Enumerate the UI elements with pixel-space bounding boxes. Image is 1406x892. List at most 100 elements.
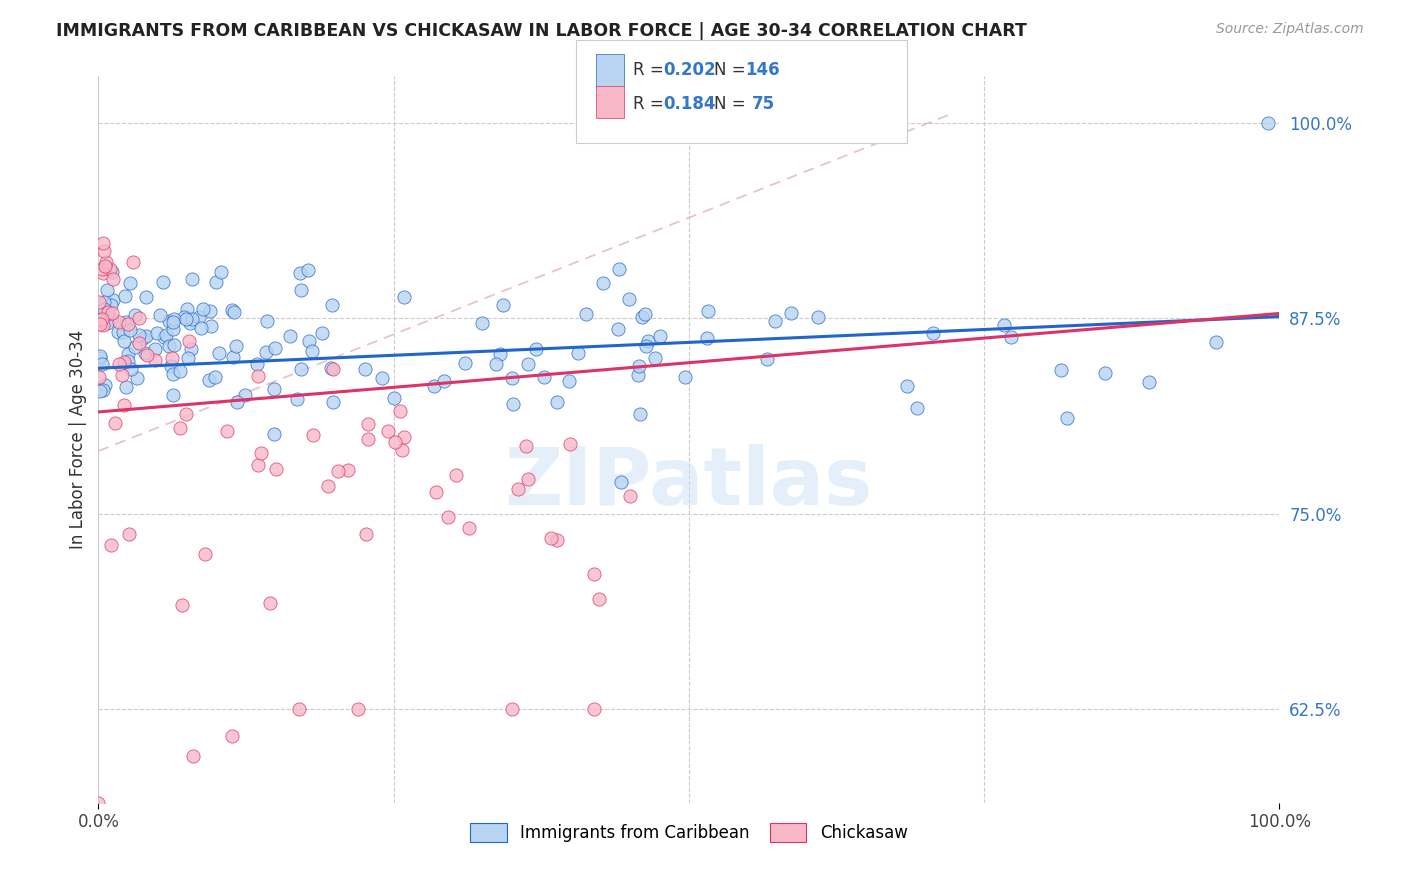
Point — [298, 334, 321, 348]
Point — [89, 313, 111, 327]
Point — [181, 272, 204, 286]
Point — [337, 462, 360, 476]
Point — [101, 272, 124, 286]
Point — [89, 349, 111, 363]
Point — [94, 259, 117, 273]
Point — [226, 395, 249, 409]
Point — [634, 307, 657, 321]
Point — [198, 373, 221, 387]
Point — [176, 301, 198, 316]
Point — [301, 343, 323, 358]
Point — [628, 359, 651, 373]
Point — [111, 325, 134, 339]
Point — [634, 339, 657, 353]
Point — [501, 702, 523, 716]
Point — [198, 303, 221, 318]
Text: 75: 75 — [752, 95, 775, 113]
Point — [209, 265, 232, 279]
Point — [100, 298, 122, 312]
Point — [222, 350, 245, 364]
Point — [588, 592, 610, 607]
Point — [696, 331, 718, 345]
Point — [567, 346, 589, 360]
Point — [502, 397, 524, 411]
Point — [288, 266, 311, 280]
Point — [169, 421, 191, 435]
Point — [114, 314, 136, 328]
Text: N =: N = — [714, 62, 751, 79]
Point — [259, 597, 281, 611]
Point — [217, 424, 239, 438]
Point — [104, 416, 127, 430]
Point — [583, 566, 606, 581]
Point — [221, 729, 243, 743]
Point — [357, 417, 380, 431]
Text: R =: R = — [633, 95, 669, 113]
Point — [128, 311, 150, 326]
Point — [763, 314, 786, 328]
Point — [180, 342, 202, 356]
Point — [610, 475, 633, 490]
Point — [162, 368, 184, 382]
Point — [174, 407, 197, 421]
Point — [501, 370, 523, 384]
Point — [122, 255, 145, 269]
Point — [485, 357, 508, 371]
Point — [905, 401, 928, 415]
Point — [135, 348, 157, 362]
Point — [117, 354, 139, 368]
Point — [89, 384, 111, 399]
Point — [1000, 330, 1022, 344]
Point — [179, 316, 201, 330]
Point — [188, 310, 211, 324]
Point — [1050, 362, 1073, 376]
Point — [384, 435, 406, 450]
Point — [112, 334, 135, 348]
Point — [155, 328, 177, 343]
Point — [145, 342, 167, 356]
Point — [546, 533, 568, 548]
Point — [204, 370, 226, 384]
Point — [94, 255, 117, 269]
Point — [163, 338, 186, 352]
Point — [290, 283, 312, 297]
Point — [118, 527, 141, 541]
Point — [444, 467, 467, 482]
Point — [225, 339, 247, 353]
Point — [108, 315, 131, 329]
Point — [508, 482, 530, 496]
Point — [152, 275, 174, 289]
Point — [96, 283, 118, 297]
Point — [120, 277, 142, 291]
Point — [172, 599, 194, 613]
Point — [382, 391, 405, 405]
Point — [264, 461, 287, 475]
Point — [114, 380, 136, 394]
Point — [146, 326, 169, 340]
Point — [181, 748, 204, 763]
Point — [278, 329, 301, 343]
Point — [114, 289, 136, 303]
Point — [93, 302, 115, 317]
Point — [152, 330, 174, 344]
Point — [322, 362, 344, 376]
Point — [377, 424, 399, 438]
Point — [179, 334, 201, 348]
Point — [630, 407, 652, 421]
Point — [540, 531, 562, 545]
Point — [517, 357, 540, 371]
Point — [135, 328, 157, 343]
Legend: Immigrants from Caribbean, Chickasaw: Immigrants from Caribbean, Chickasaw — [464, 816, 914, 849]
Text: N =: N = — [714, 95, 751, 113]
Point — [97, 304, 120, 318]
Point — [117, 318, 139, 332]
Point — [1094, 366, 1116, 380]
Point — [807, 310, 830, 324]
Point — [301, 427, 323, 442]
Point — [1137, 375, 1160, 389]
Point — [191, 302, 214, 317]
Point — [619, 490, 641, 504]
Point — [100, 312, 122, 326]
Point — [644, 351, 666, 366]
Point — [356, 432, 378, 446]
